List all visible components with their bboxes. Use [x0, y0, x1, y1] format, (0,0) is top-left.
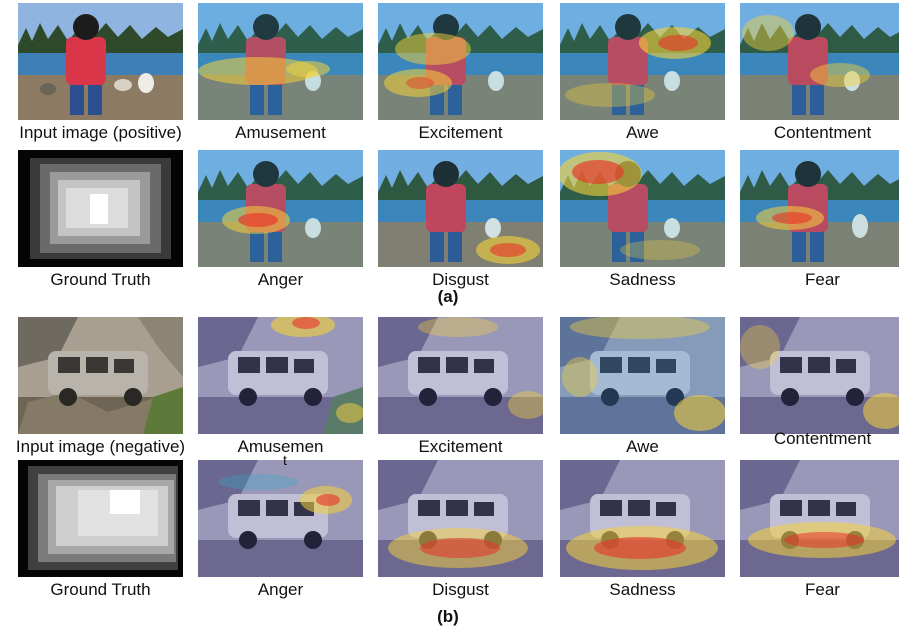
caption: Ground Truth — [50, 580, 151, 599]
heatmap-fear-negative — [740, 460, 899, 577]
subfigure-label-b: (b) — [437, 607, 459, 626]
ground-truth-map-negative — [18, 460, 183, 577]
heatmap-disgust — [378, 150, 543, 267]
caption: Contentment — [773, 123, 872, 142]
caption: Fear — [805, 580, 840, 599]
caption: Contentment — [773, 429, 872, 448]
caption: Awe — [626, 123, 659, 142]
caption: Input image (positive) — [19, 123, 182, 142]
heatmap-amusement-negative — [198, 317, 363, 434]
caption: Sadness — [609, 270, 676, 289]
caption: Excitement — [418, 123, 503, 142]
heatmap-contentment — [740, 3, 899, 120]
caption: Disgust — [432, 270, 489, 289]
input-image-positive — [18, 3, 183, 120]
caption: Disgust — [432, 580, 489, 599]
heatmap-awe-negative — [560, 317, 725, 434]
heatmap-sadness — [560, 150, 725, 267]
caption: Excitement — [418, 437, 503, 456]
heatmap-contentment-negative — [740, 317, 899, 434]
heatmap-amusement — [198, 3, 363, 120]
heatmap-disgust-negative — [378, 460, 543, 577]
caption: Anger — [257, 580, 304, 599]
ground-truth-map-positive — [18, 150, 183, 267]
input-image-negative — [18, 317, 183, 434]
caption: Ground Truth — [50, 270, 151, 289]
heatmap-excitement — [378, 3, 543, 120]
subfigure-label-a: (a) — [437, 287, 459, 306]
caption: Input image (negative) — [15, 437, 186, 456]
stray-character: t — [283, 452, 287, 468]
heatmap-awe — [560, 3, 725, 120]
heatmap-sadness-negative — [560, 460, 725, 577]
caption: Fear — [805, 270, 840, 289]
heatmap-fear — [740, 150, 899, 267]
heatmap-excitement-negative — [378, 317, 543, 434]
heatmap-anger-negative — [198, 460, 363, 577]
caption: Anger — [257, 270, 304, 289]
caption: Sadness — [609, 580, 676, 599]
caption: Amusement — [235, 123, 326, 142]
heatmap-anger — [198, 150, 363, 267]
caption: Awe — [626, 437, 659, 456]
caption: Amusemen — [237, 437, 324, 456]
